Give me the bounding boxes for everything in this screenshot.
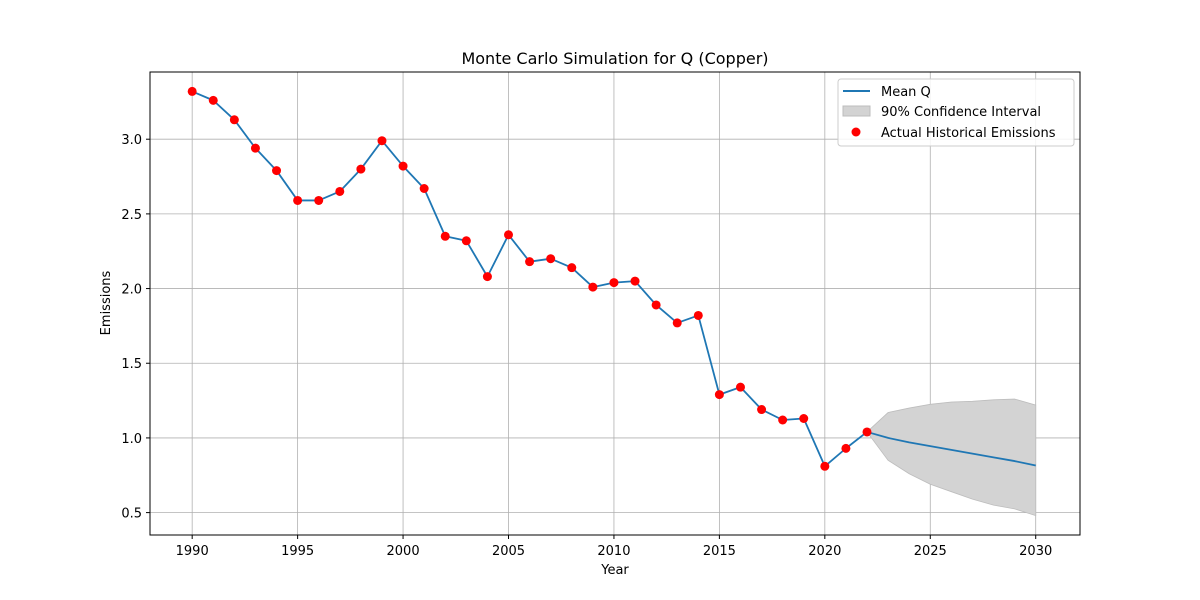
actual-point bbox=[862, 427, 872, 437]
actual-point bbox=[187, 86, 197, 96]
actual-point bbox=[588, 282, 598, 292]
actual-point bbox=[272, 166, 282, 176]
actual-point bbox=[356, 164, 366, 174]
y-tick-label: 1.5 bbox=[121, 357, 142, 372]
x-axis-label: Year bbox=[600, 563, 629, 578]
x-tick-label: 2005 bbox=[492, 544, 525, 559]
x-tick-label: 2020 bbox=[808, 544, 841, 559]
actual-point bbox=[419, 183, 429, 193]
legend-mean-label: Mean Q bbox=[881, 85, 931, 100]
x-tick-label: 1990 bbox=[176, 544, 209, 559]
actual-point bbox=[314, 195, 324, 205]
actual-point bbox=[841, 443, 851, 453]
actual-point bbox=[651, 300, 661, 310]
actual-point bbox=[735, 382, 745, 392]
actual-point bbox=[208, 95, 218, 105]
chart-title: Monte Carlo Simulation for Q (Copper) bbox=[461, 49, 768, 68]
legend: Mean Q 90% Confidence Interval Actual Hi… bbox=[837, 78, 1075, 147]
actual-point bbox=[504, 230, 514, 240]
y-tick-label: 3.0 bbox=[121, 133, 142, 148]
actual-point bbox=[778, 415, 788, 425]
actual-point bbox=[714, 390, 724, 400]
actual-point bbox=[250, 143, 260, 153]
actual-point bbox=[398, 161, 408, 171]
y-tick-label: 2.5 bbox=[121, 208, 142, 223]
actual-point bbox=[482, 272, 492, 282]
points-layer bbox=[187, 86, 872, 471]
actual-point bbox=[757, 405, 767, 415]
x-tick-label: 2010 bbox=[597, 544, 630, 559]
actual-point bbox=[546, 254, 556, 264]
x-tick-label: 1995 bbox=[281, 544, 314, 559]
actual-point bbox=[525, 257, 535, 267]
ticks-layer: 1990 1995 2000 2005 2010 2015 2020 2025 2030 0.5 1… bbox=[121, 133, 1052, 559]
y-tick-label: 0.5 bbox=[121, 507, 142, 522]
ci-band bbox=[866, 398, 1037, 517]
ci-layer bbox=[866, 398, 1037, 517]
actual-point bbox=[293, 195, 303, 205]
legend-ci-swatch bbox=[842, 105, 871, 117]
actual-point bbox=[335, 186, 345, 196]
x-tick-label: 2000 bbox=[387, 544, 420, 559]
actual-point bbox=[567, 263, 577, 273]
y-tick-label: 1.0 bbox=[121, 432, 142, 447]
actual-point bbox=[440, 231, 450, 241]
legend-actual-swatch bbox=[851, 127, 861, 137]
actual-point bbox=[799, 414, 809, 424]
actual-point bbox=[693, 310, 703, 320]
legend-box bbox=[837, 78, 1075, 147]
plot-frame bbox=[149, 71, 1081, 536]
actual-point bbox=[630, 276, 640, 286]
legend-actual-label: Actual Historical Emissions bbox=[881, 126, 1056, 141]
grid-layer bbox=[150, 72, 1080, 535]
actual-point bbox=[461, 236, 471, 246]
actual-point bbox=[609, 278, 619, 288]
actual-point bbox=[672, 318, 682, 328]
actual-point bbox=[820, 461, 830, 471]
actual-point bbox=[377, 136, 387, 146]
x-tick-label: 2025 bbox=[914, 544, 947, 559]
legend-ci-label: 90% Confidence Interval bbox=[881, 105, 1041, 120]
y-tick-label: 2.0 bbox=[121, 283, 142, 298]
y-axis-label: Emissions bbox=[99, 270, 114, 335]
x-tick-label: 2030 bbox=[1019, 544, 1052, 559]
actual-point bbox=[229, 115, 239, 125]
x-tick-label: 2015 bbox=[703, 544, 736, 559]
